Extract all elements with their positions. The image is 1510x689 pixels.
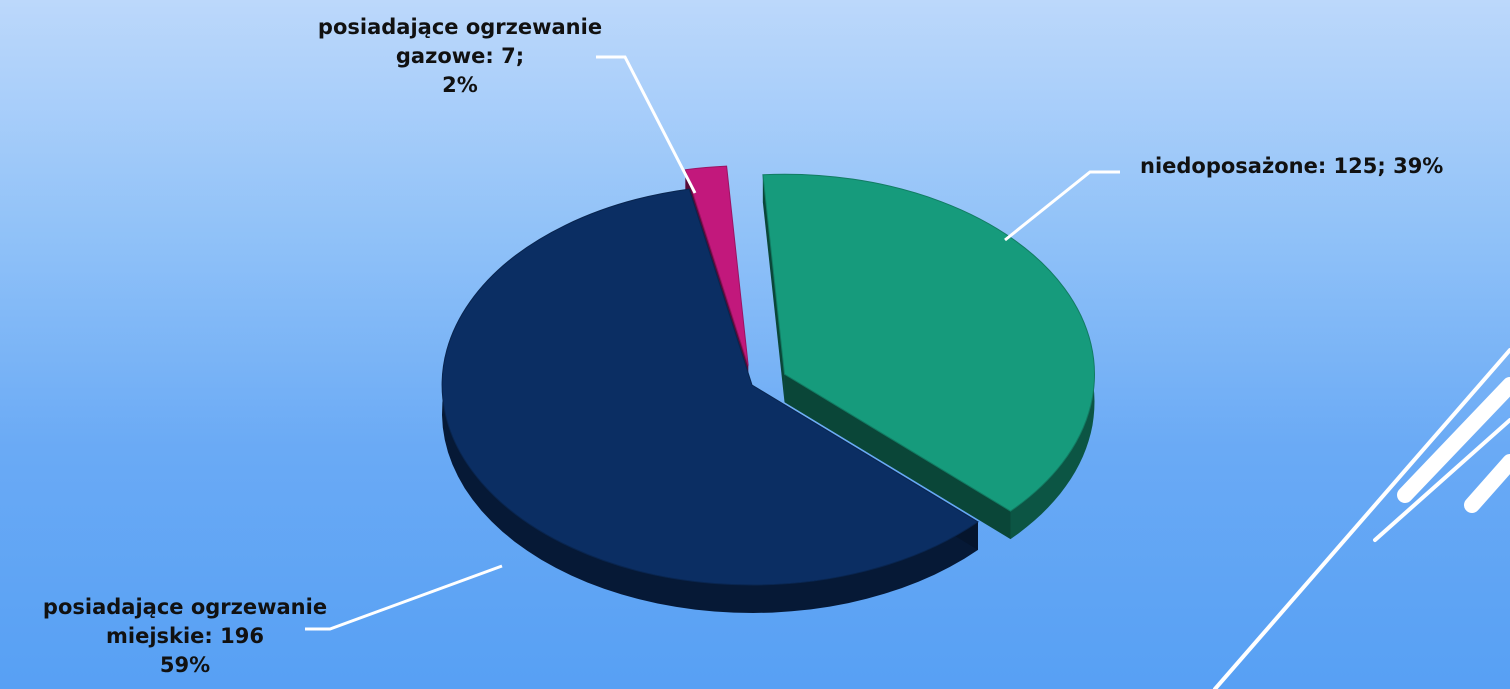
slice-label-gazowe-line-3: 2% [442, 73, 478, 97]
slice-label-niedoposazone-line-1: niedoposażone: 125; 39% [1140, 154, 1444, 178]
leader-line-gazowe [596, 55, 697, 194]
slice-label-miejskie: posiadające ogrzewanie miejskie: 196 59% [0, 593, 370, 680]
pie-slice-miejskie [441, 188, 979, 586]
pie-slice-side-miejskie [442, 189, 978, 613]
slice-label-gazowe: posiadające ogrzewanie gazowe: 7; 2% [275, 13, 645, 100]
pie-slices [441, 165, 1095, 613]
slice-label-miejskie-line-1: posiadające ogrzewanie [42, 595, 328, 619]
pie-slice-cut-niedoposaone-0 [762, 174, 785, 403]
pie-slice-cut-niedoposaone-1 [784, 374, 1011, 540]
slice-label-gazowe-line-2: gazowe: 7; [395, 44, 525, 68]
decorative-lines [1213, 348, 1510, 689]
pie-slice-gazowe [684, 165, 749, 366]
leader-line-niedoposazone [1004, 170, 1120, 242]
leader-line-miejskie [305, 564, 503, 631]
leader-lines [305, 55, 1120, 631]
pie-slice-niedoposaone [762, 173, 1095, 512]
slice-label-niedoposazone: niedoposażone: 125; 39% [1140, 152, 1510, 181]
slice-label-miejskie-line-2: miejskie: 196 [106, 624, 264, 648]
slice-label-miejskie-line-3: 59% [159, 653, 211, 677]
slice-label-gazowe-line-1: posiadające ogrzewanie [317, 15, 603, 39]
